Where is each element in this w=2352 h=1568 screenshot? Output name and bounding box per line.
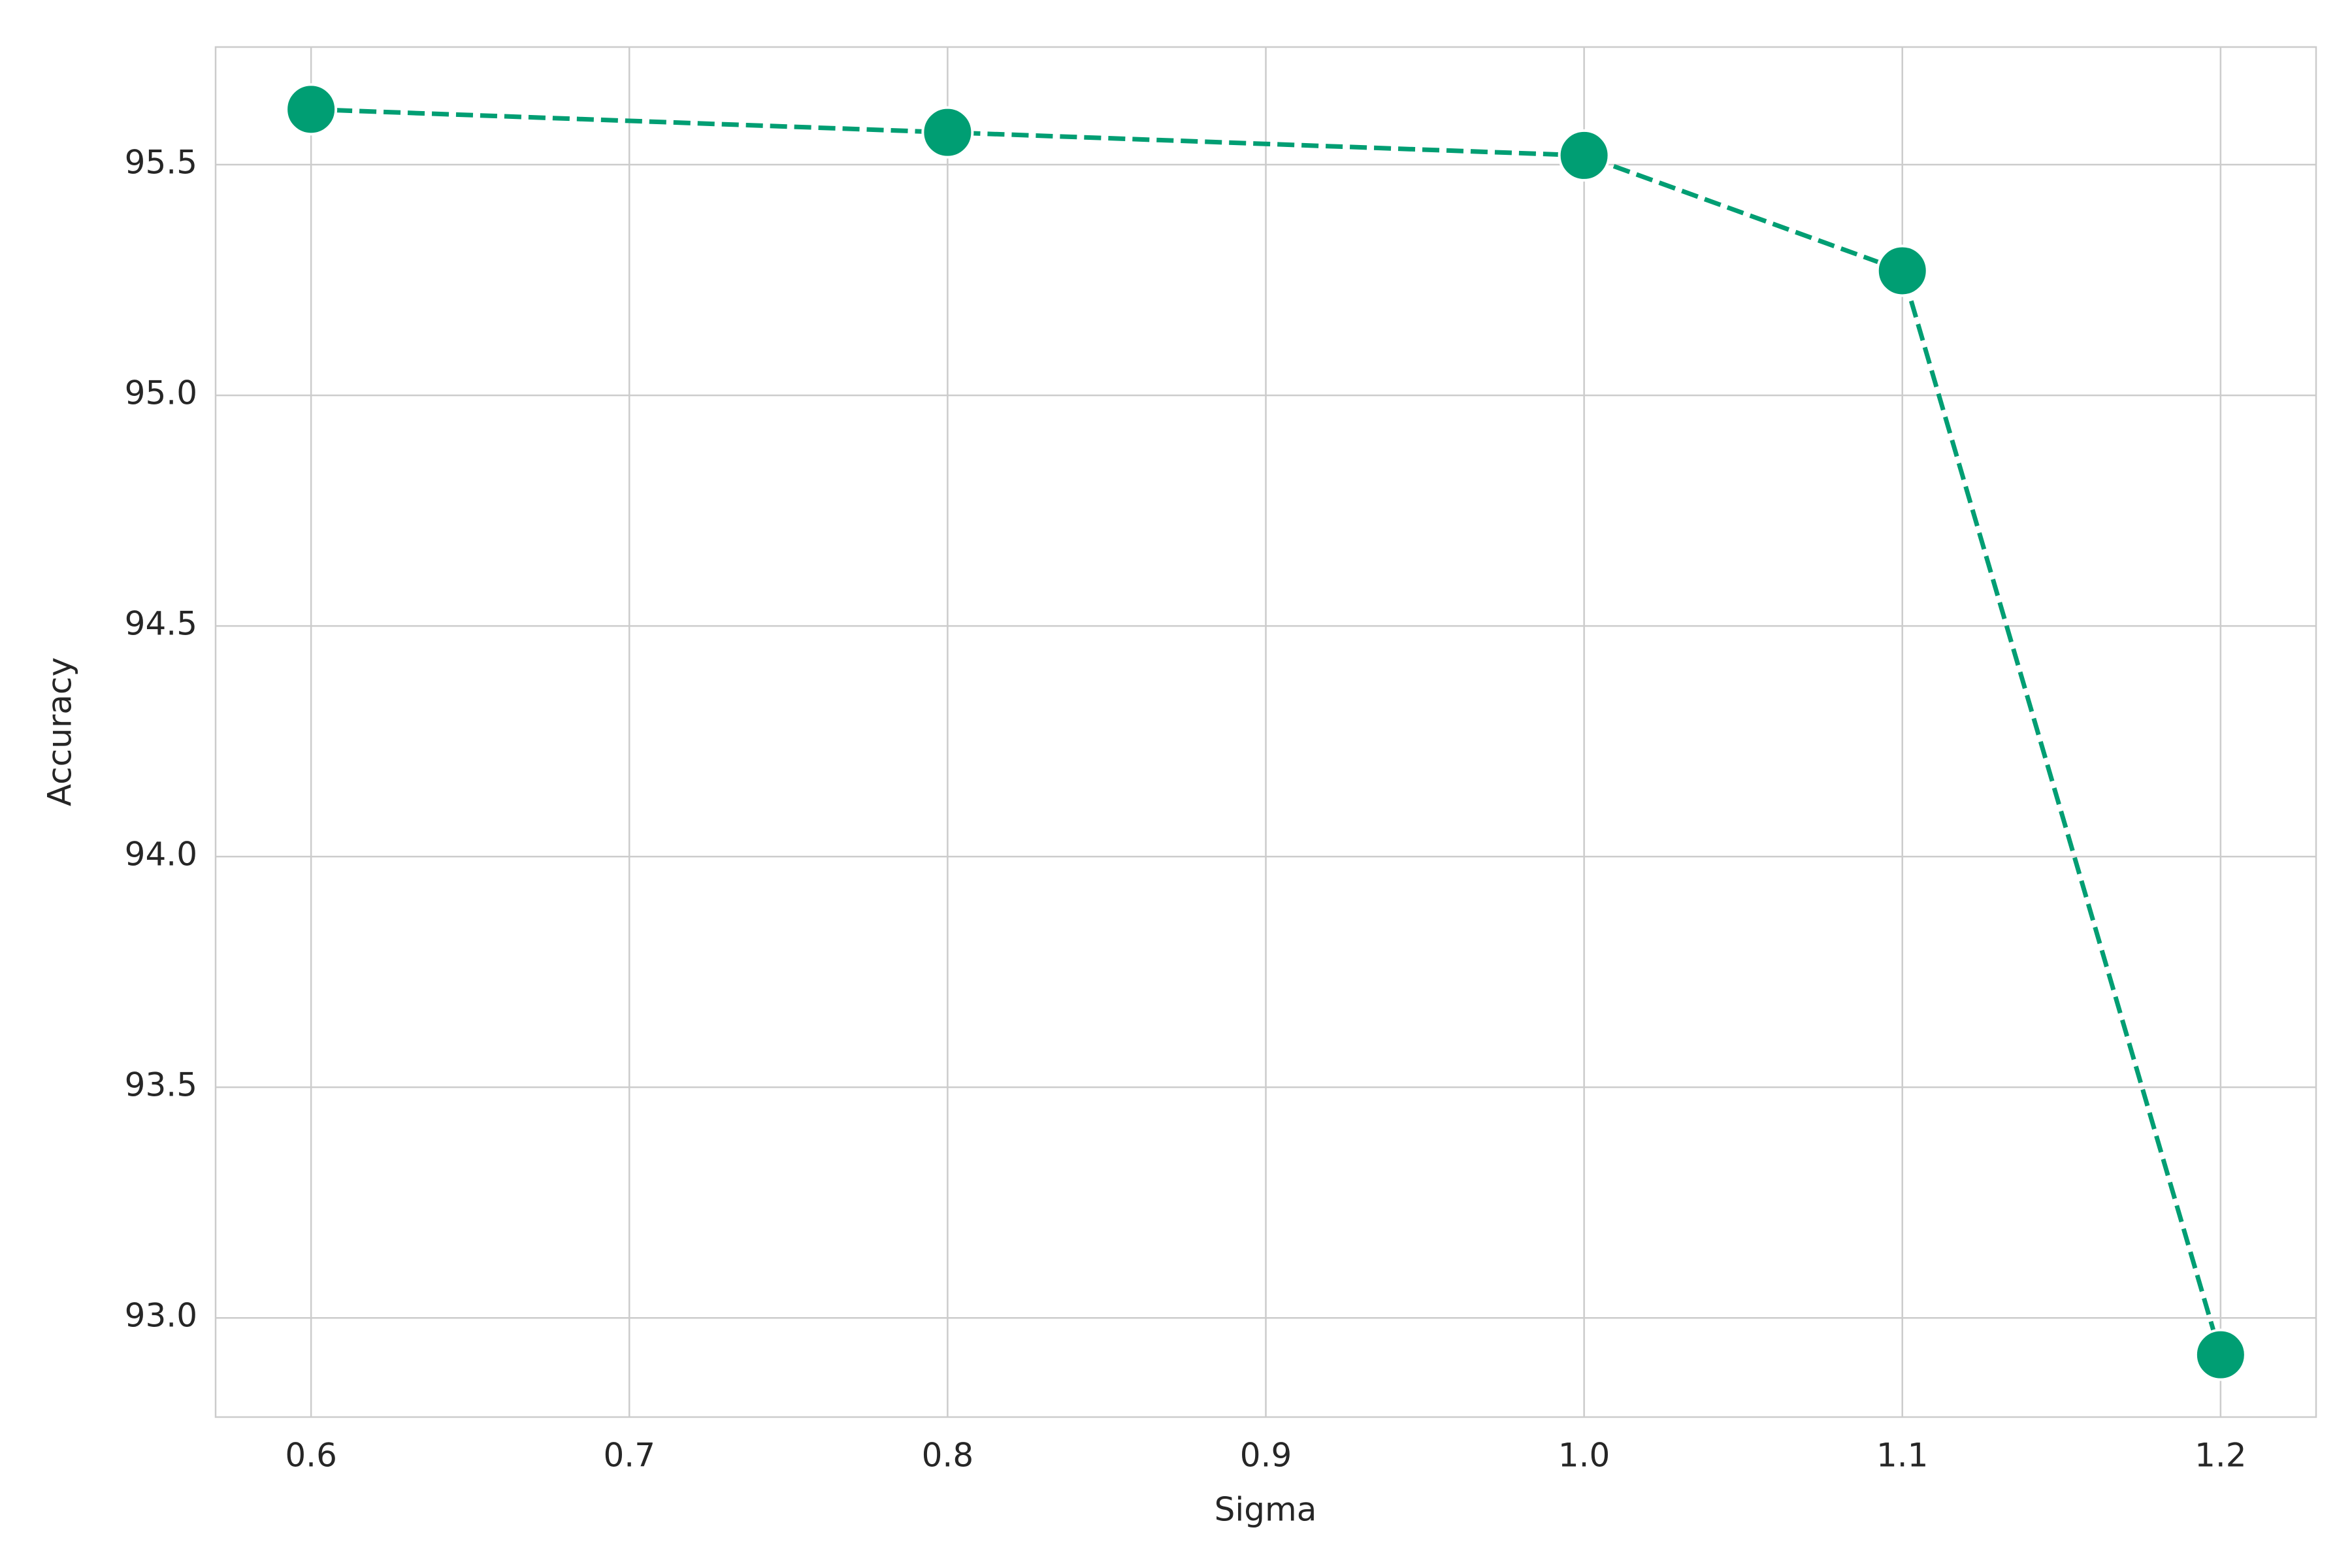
y-tick-label: 93.0 xyxy=(125,1297,197,1335)
y-tick-label: 93.5 xyxy=(125,1066,197,1104)
data-point xyxy=(1558,129,1610,182)
x-tick-label: 0.8 xyxy=(922,1437,974,1475)
data-point xyxy=(1876,244,1929,297)
x-tick-label: 1.0 xyxy=(1558,1437,1610,1475)
x-tick-label: 1.2 xyxy=(2195,1437,2247,1475)
y-tick-label: 94.0 xyxy=(125,836,197,874)
y-tick-label: 95.5 xyxy=(125,144,197,182)
y-tick-label: 95.0 xyxy=(125,374,197,412)
y-tick-label: 94.5 xyxy=(125,605,197,643)
x-tick-label: 0.7 xyxy=(603,1437,655,1475)
plot-frame xyxy=(214,46,2317,1418)
x-tick-label: 0.6 xyxy=(285,1437,337,1475)
data-point xyxy=(2194,1328,2247,1381)
x-axis-label: Sigma xyxy=(1215,1491,1317,1529)
data-point xyxy=(285,83,338,136)
x-tick-label: 0.9 xyxy=(1240,1437,1292,1475)
y-axis-label: Accuracy xyxy=(41,657,79,806)
x-tick-label: 1.1 xyxy=(1876,1437,1929,1475)
data-point xyxy=(921,106,974,159)
